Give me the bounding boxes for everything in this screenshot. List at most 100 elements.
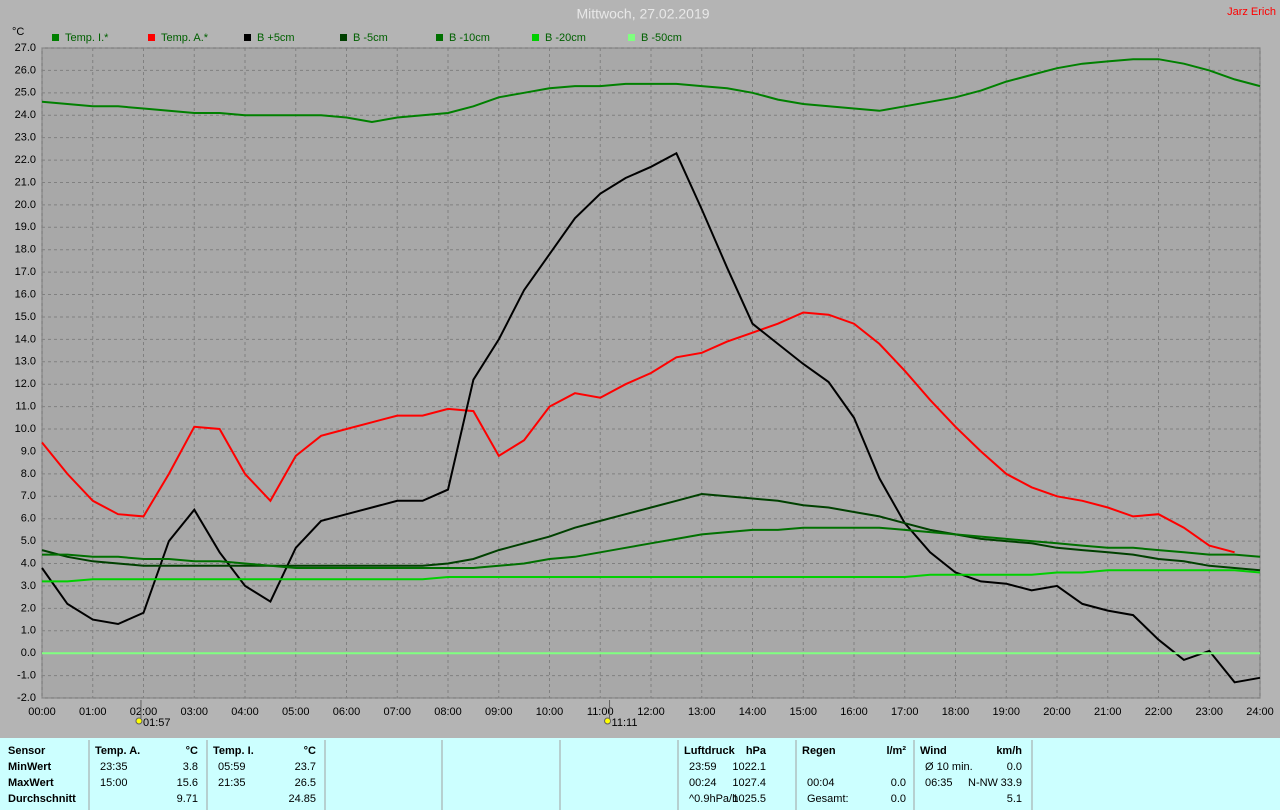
- cell-time: 15:00: [100, 777, 128, 789]
- cell-time: 23:35: [100, 761, 128, 773]
- cell-value: 26.5: [295, 777, 316, 789]
- sun-icon: [135, 717, 143, 725]
- column-unit: °C: [304, 745, 316, 757]
- y-tick-label: 19.0: [15, 221, 36, 233]
- series-line: [42, 569, 1261, 583]
- legend-swatch: [52, 34, 59, 41]
- legend-label: Temp. A.*: [161, 32, 209, 44]
- column-header: Regen: [802, 745, 836, 757]
- column-header: Luftdruck: [684, 745, 736, 757]
- y-tick-label: 3.0: [21, 580, 36, 592]
- column-unit: km/h: [996, 745, 1022, 757]
- legend-swatch: [532, 34, 539, 41]
- column-unit: hPa: [746, 745, 767, 757]
- cell-value: 0.0: [891, 793, 906, 805]
- legend-swatch: [628, 34, 635, 41]
- cell-time: 00:24: [689, 777, 717, 789]
- x-tick-label: 05:00: [282, 706, 310, 718]
- y-tick-label: 0.0: [21, 647, 36, 659]
- y-tick-label: -1.0: [17, 669, 36, 681]
- x-tick-label: 13:00: [688, 706, 716, 718]
- y-tick-label: 11.0: [15, 401, 36, 413]
- cell-time: 23:59: [689, 761, 717, 773]
- sun-time: 01:57: [143, 717, 171, 729]
- x-tick-label: 22:00: [1145, 706, 1173, 718]
- x-tick-label: 09:00: [485, 706, 513, 718]
- x-tick-label: 10:00: [536, 706, 564, 718]
- x-tick-label: 07:00: [383, 706, 411, 718]
- x-tick-label: 20:00: [1043, 706, 1071, 718]
- y-tick-label: -2.0: [17, 692, 36, 704]
- series-line: [41, 58, 1261, 124]
- cell-time: 00:04: [807, 777, 835, 789]
- x-tick-label: 12:00: [637, 706, 665, 718]
- cell-time: Gesamt:: [807, 793, 849, 805]
- cell-value: 0.0: [891, 777, 906, 789]
- cell-value: 5.1: [1007, 793, 1022, 805]
- y-tick-label: 1.0: [21, 625, 36, 637]
- row-label: Durchschnitt: [8, 793, 76, 805]
- legend-swatch: [436, 34, 443, 41]
- legend-swatch: [148, 34, 155, 41]
- legend-swatch: [340, 34, 347, 41]
- cell-value: 23.7: [295, 761, 316, 773]
- legend-label: B -10cm: [449, 32, 490, 44]
- cell-value: 1025.5: [732, 793, 766, 805]
- legend-label: B -50cm: [641, 32, 682, 44]
- y-tick-label: 25.0: [15, 87, 36, 99]
- cell-value: 1022.1: [732, 761, 766, 773]
- column-unit: l/m²: [886, 745, 906, 757]
- y-tick-label: 12.0: [15, 378, 36, 390]
- cell-time: ^0.9hPa/h: [689, 793, 738, 805]
- cell-value: 1027.4: [732, 777, 766, 789]
- row-label: MinWert: [8, 761, 52, 773]
- legend-label: B +5cm: [257, 32, 295, 44]
- legend-label: Temp. I.*: [65, 32, 109, 44]
- x-tick-label: 01:00: [79, 706, 107, 718]
- cell-time: 21:35: [218, 777, 246, 789]
- author: Jarz Erich: [1227, 6, 1276, 18]
- x-tick-label: 18:00: [942, 706, 970, 718]
- cell-value: 9.71: [177, 793, 198, 805]
- x-tick-label: 02:00: [130, 706, 158, 718]
- legend-label: B -5cm: [353, 32, 388, 44]
- x-tick-label: 03:00: [180, 706, 208, 718]
- series-line: [41, 151, 1261, 684]
- chart-title: Mittwoch, 27.02.2019: [576, 6, 709, 22]
- series-line: [42, 526, 1261, 569]
- y-tick-label: 4.0: [21, 557, 36, 569]
- x-tick-label: 17:00: [891, 706, 919, 718]
- y-tick-label: 24.0: [15, 109, 36, 121]
- y-tick-label: 18.0: [15, 244, 36, 256]
- y-tick-label: 26.0: [15, 64, 36, 76]
- y-tick-label: 13.0: [15, 356, 36, 368]
- cell-time: 06:35: [925, 777, 953, 789]
- sun-icon: [604, 717, 612, 725]
- cell-value: 24.85: [288, 793, 316, 805]
- y-tick-label: 7.0: [21, 490, 36, 502]
- y-tick-label: 20.0: [15, 199, 36, 211]
- x-tick-label: 21:00: [1094, 706, 1122, 718]
- cell-time: 05:59: [218, 761, 246, 773]
- row-label: Sensor: [8, 745, 46, 757]
- x-tick-label: 16:00: [840, 706, 868, 718]
- y-tick-label: 27.0: [15, 42, 36, 54]
- y-tick-label: 10.0: [15, 423, 36, 435]
- y-tick-label: 23.0: [15, 132, 36, 144]
- series-line: [41, 492, 1261, 572]
- y-tick-label: 14.0: [15, 333, 36, 345]
- cell-direction: N-NW: [968, 777, 999, 789]
- y-tick-label: 9.0: [21, 445, 36, 457]
- y-tick-label: 15.0: [15, 311, 36, 323]
- y-tick-label: 8.0: [21, 468, 36, 480]
- column-header: Temp. I.: [213, 745, 254, 757]
- column-header: Temp. A.: [95, 745, 140, 757]
- y-tick-label: 21.0: [15, 176, 36, 188]
- cell-time: Ø 10 min.: [925, 761, 973, 773]
- x-tick-label: 19:00: [992, 706, 1020, 718]
- row-label: MaxWert: [8, 777, 54, 789]
- x-tick-label: 14:00: [739, 706, 767, 718]
- y-axis-label: °C: [12, 26, 24, 38]
